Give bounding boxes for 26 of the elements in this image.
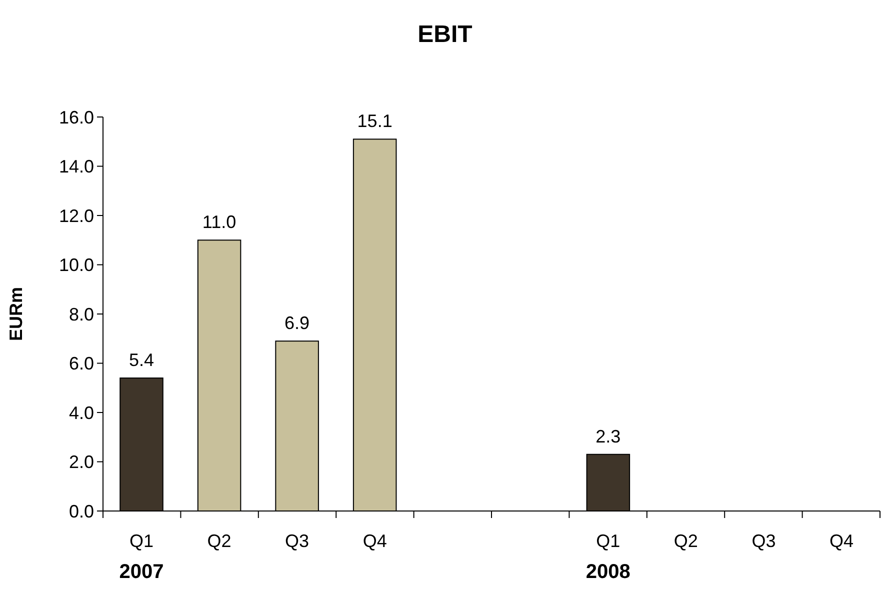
data-label: 6.9: [284, 313, 310, 334]
x-tick-label: Q1: [129, 531, 154, 551]
data-label: 15.1: [357, 111, 392, 132]
x-tick-label: Q1: [596, 531, 620, 551]
x-tick-label: Q2: [207, 531, 232, 551]
data-label: 11.0: [202, 212, 236, 232]
text: 2007: [119, 561, 164, 583]
chart-title: EBIT: [418, 21, 473, 48]
y-tick-label: 14.0: [58, 156, 94, 177]
y-tick-label: 0.0: [68, 501, 94, 522]
text: 2008: [586, 561, 630, 583]
y-axis-title: EURm: [6, 286, 26, 342]
y-tick-label: 2.0: [68, 452, 94, 472]
x-tick-label: Q3: [285, 531, 310, 551]
y-tick-label: 12.0: [58, 206, 94, 226]
y-tick-label: 16.0: [58, 107, 94, 128]
y-tick-label: 6.0: [68, 354, 94, 374]
data-label: 5.4: [128, 350, 154, 370]
x-tick-label: Q4: [362, 531, 387, 551]
y-tick-label: 10.0: [58, 255, 94, 276]
x-tick-label: Q2: [674, 531, 698, 551]
x-tick-label: Q4: [829, 531, 854, 551]
x-tick-label: Q3: [752, 531, 776, 551]
data-label: 2.3: [596, 426, 621, 446]
y-tick-label: 8.0: [68, 304, 94, 324]
y-tick-label: 4.0: [68, 402, 94, 423]
